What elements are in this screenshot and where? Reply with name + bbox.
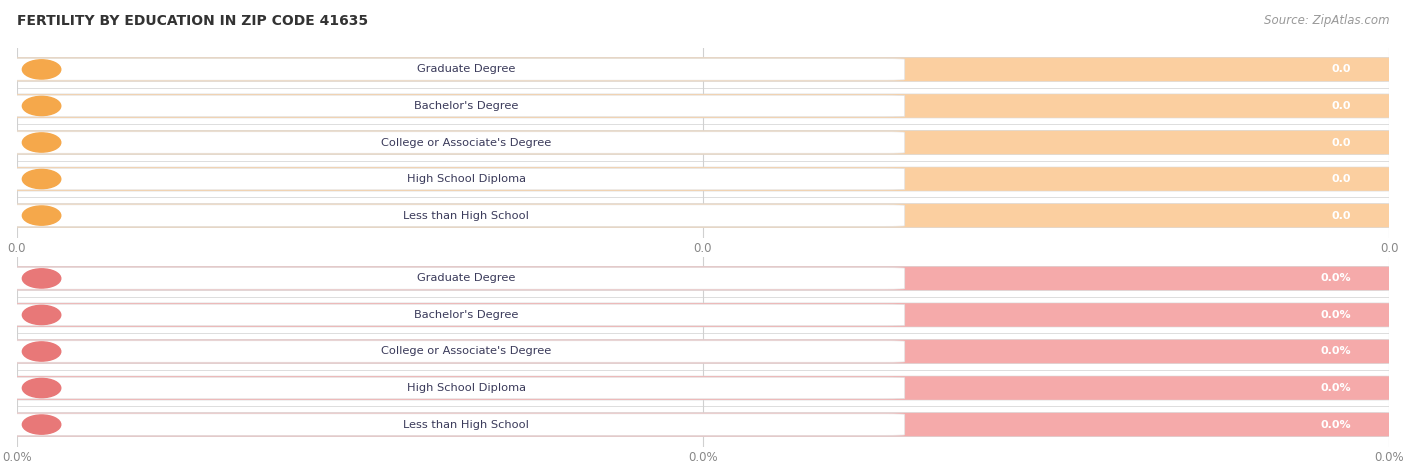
- FancyBboxPatch shape: [0, 205, 904, 227]
- FancyBboxPatch shape: [3, 376, 1400, 400]
- FancyBboxPatch shape: [3, 303, 1395, 327]
- FancyBboxPatch shape: [0, 95, 904, 117]
- FancyBboxPatch shape: [0, 58, 904, 80]
- Ellipse shape: [22, 305, 60, 324]
- FancyBboxPatch shape: [3, 340, 1400, 363]
- FancyBboxPatch shape: [3, 376, 1395, 400]
- FancyBboxPatch shape: [3, 94, 1395, 118]
- FancyBboxPatch shape: [3, 266, 1395, 290]
- Text: 0.0: 0.0: [1331, 65, 1351, 75]
- Text: Less than High School: Less than High School: [404, 210, 529, 220]
- Text: Bachelor's Degree: Bachelor's Degree: [415, 101, 519, 111]
- FancyBboxPatch shape: [3, 131, 1400, 154]
- Text: 0.0%: 0.0%: [1320, 310, 1351, 320]
- FancyBboxPatch shape: [3, 413, 1395, 437]
- FancyBboxPatch shape: [3, 266, 1400, 290]
- Text: 0.0: 0.0: [1331, 101, 1351, 111]
- FancyBboxPatch shape: [0, 414, 904, 436]
- FancyBboxPatch shape: [0, 341, 904, 362]
- FancyBboxPatch shape: [3, 94, 1400, 118]
- Text: 0.0: 0.0: [1331, 210, 1351, 220]
- Ellipse shape: [22, 269, 60, 288]
- Ellipse shape: [22, 133, 60, 152]
- Text: 0.0: 0.0: [1331, 137, 1351, 148]
- Text: 0.0: 0.0: [1331, 174, 1351, 184]
- FancyBboxPatch shape: [3, 167, 1400, 191]
- Text: FERTILITY BY EDUCATION IN ZIP CODE 41635: FERTILITY BY EDUCATION IN ZIP CODE 41635: [17, 14, 368, 28]
- Text: 0.0%: 0.0%: [1320, 274, 1351, 284]
- FancyBboxPatch shape: [3, 303, 1400, 327]
- Text: Source: ZipAtlas.com: Source: ZipAtlas.com: [1264, 14, 1389, 27]
- FancyBboxPatch shape: [0, 267, 904, 289]
- Text: College or Associate's Degree: College or Associate's Degree: [381, 137, 551, 148]
- Ellipse shape: [22, 96, 60, 115]
- Text: High School Diploma: High School Diploma: [406, 383, 526, 393]
- Ellipse shape: [22, 415, 60, 434]
- FancyBboxPatch shape: [0, 304, 904, 326]
- Ellipse shape: [22, 170, 60, 189]
- Ellipse shape: [22, 379, 60, 398]
- Text: Graduate Degree: Graduate Degree: [418, 274, 516, 284]
- Text: Less than High School: Less than High School: [404, 419, 529, 429]
- Text: 0.0%: 0.0%: [1320, 383, 1351, 393]
- FancyBboxPatch shape: [3, 57, 1395, 81]
- Text: 0.0%: 0.0%: [1320, 346, 1351, 357]
- Text: 0.0%: 0.0%: [1320, 419, 1351, 429]
- Ellipse shape: [22, 206, 60, 225]
- Text: Bachelor's Degree: Bachelor's Degree: [415, 310, 519, 320]
- Ellipse shape: [22, 342, 60, 361]
- FancyBboxPatch shape: [0, 377, 904, 399]
- Text: Graduate Degree: Graduate Degree: [418, 65, 516, 75]
- FancyBboxPatch shape: [3, 57, 1400, 81]
- FancyBboxPatch shape: [3, 413, 1400, 437]
- FancyBboxPatch shape: [0, 132, 904, 153]
- FancyBboxPatch shape: [3, 340, 1395, 363]
- Text: High School Diploma: High School Diploma: [406, 174, 526, 184]
- FancyBboxPatch shape: [0, 168, 904, 190]
- Text: College or Associate's Degree: College or Associate's Degree: [381, 346, 551, 357]
- FancyBboxPatch shape: [3, 204, 1400, 228]
- FancyBboxPatch shape: [3, 167, 1395, 191]
- FancyBboxPatch shape: [3, 131, 1395, 154]
- Ellipse shape: [22, 60, 60, 79]
- FancyBboxPatch shape: [3, 204, 1395, 228]
